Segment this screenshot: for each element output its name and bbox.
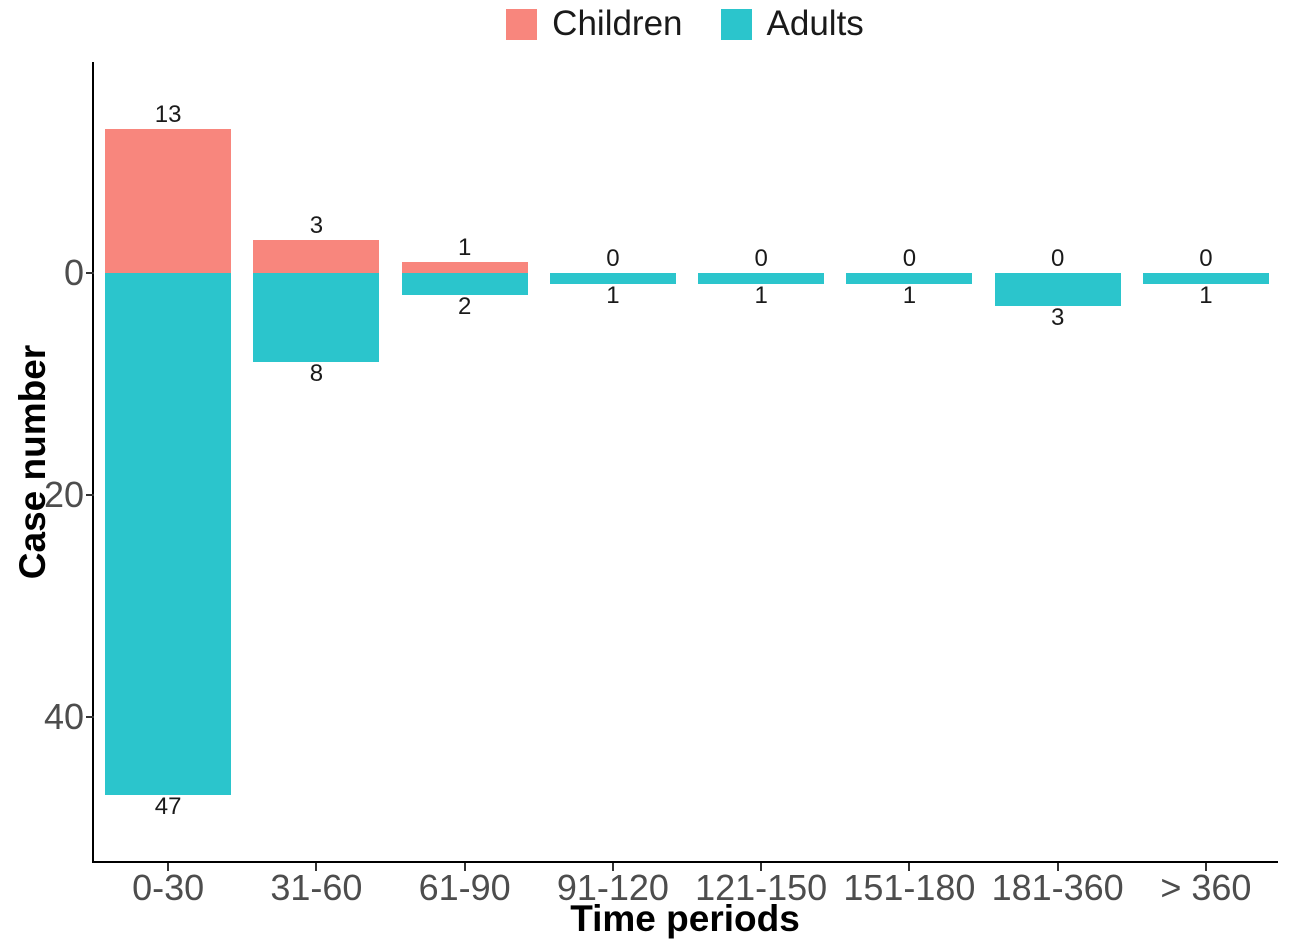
bar-adults — [105, 273, 232, 795]
bar-value-label-children: 0 — [1050, 245, 1065, 272]
x-axis-tick — [760, 863, 763, 871]
plot-panel: 13 47 0-30 3 8 31-60 1 2 61-90 0 1 91-120 0 1 121-150 0… — [44, 62, 1278, 906]
x-axis-tick — [1204, 863, 1207, 871]
x-axis-tick-label: 181-360 — [991, 867, 1124, 908]
x-axis-tick — [315, 863, 318, 871]
x-axis-tick-label: 31-60 — [270, 867, 363, 908]
legend-label-children: Children — [552, 4, 683, 43]
bar-value-label-children: 0 — [902, 245, 917, 272]
y-axis-tick — [86, 272, 94, 274]
legend-swatch-adults-icon — [720, 8, 752, 40]
x-axis-tick-label: 61-90 — [418, 867, 511, 908]
y-axis-tick — [86, 494, 94, 496]
y-axis-tick-label: 20 — [43, 474, 84, 515]
bar-value-label-children: 0 — [1199, 245, 1213, 272]
bar-value-label-children: 13 — [154, 100, 182, 128]
bar-adults — [549, 273, 676, 285]
x-axis-tick — [463, 863, 466, 871]
bar-value-label-adults: 2 — [457, 293, 472, 321]
legend-item-adults: Adults — [720, 4, 864, 43]
bar-adults — [994, 273, 1121, 307]
x-axis-tick-label: 121-150 — [695, 867, 828, 908]
x-axis-tick-label: > 360 — [1160, 867, 1252, 908]
bar-children — [105, 128, 232, 273]
bar-value-label-children: 3 — [309, 211, 324, 239]
x-axis-tick — [908, 863, 911, 871]
bar-value-label-adults: 1 — [754, 282, 768, 310]
bar-adults — [698, 273, 825, 285]
bar-children — [253, 239, 380, 273]
bar-value-label-adults: 1 — [606, 282, 620, 310]
y-axis-tick-label: 40 — [43, 696, 84, 737]
bar-value-label-adults: 3 — [1050, 304, 1065, 332]
y-axis-tick — [86, 716, 94, 718]
bar-value-label-adults: 1 — [902, 282, 917, 310]
x-axis-title: Time periods — [570, 898, 800, 939]
x-axis-tick-label: 91-120 — [556, 867, 669, 908]
x-axis-tick-label: 151-180 — [843, 867, 976, 908]
legend-swatch-children-icon — [506, 8, 538, 40]
x-axis-tick — [167, 863, 170, 871]
bar-value-label-children: 0 — [606, 245, 620, 272]
bar-value-label-children: 0 — [754, 245, 768, 272]
x-axis-tick-label: 0-30 — [132, 867, 205, 908]
bar-adults — [1142, 273, 1269, 285]
bar-adults — [846, 273, 973, 285]
bar-value-label-children: 1 — [457, 233, 472, 261]
y-axis-title: Case number — [12, 344, 53, 580]
legend-label-adults: Adults — [766, 4, 864, 43]
bar-children — [401, 261, 528, 273]
legend-item-children: Children — [506, 4, 683, 43]
bar-adults — [401, 273, 528, 296]
bar-value-label-adults: 1 — [1199, 282, 1213, 310]
legend: Children Adults — [92, 4, 1278, 44]
y-axis-tick-label: 0 — [63, 252, 84, 293]
bar-adults — [253, 273, 380, 362]
bar-value-label-adults: 8 — [309, 359, 324, 387]
x-axis-tick — [611, 863, 614, 871]
bar-value-label-adults: 47 — [154, 792, 182, 820]
x-axis-tick — [1056, 863, 1059, 871]
